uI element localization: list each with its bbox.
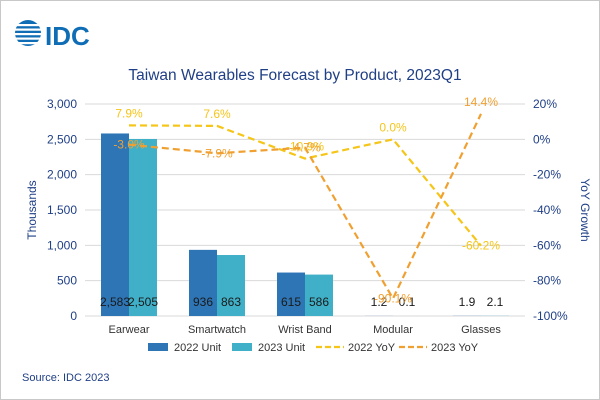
y2-tick-label: -80%: [533, 274, 561, 288]
x-tick-label: Earwear: [109, 324, 150, 336]
bar: [129, 138, 157, 316]
legend-swatch: [232, 343, 252, 351]
bar-value-label: 863: [221, 295, 241, 309]
bar: [277, 272, 305, 316]
axes: 0 500 1,000 1,500 2,000 2,500 3,000 -100% -80% -6…: [25, 97, 592, 336]
data-labels: 2,583 936 615 1.2 1.9 2,505 863 586 0.1 2.1 7.9% 7.…: [100, 95, 504, 309]
bar: [189, 249, 217, 316]
bar: [305, 274, 333, 316]
yoy-value-label: 14.4%: [464, 95, 498, 109]
bar-value-label: 615: [281, 295, 301, 309]
yoy-value-label: -3.0%: [113, 138, 145, 152]
yoy-value-label: 0.0%: [379, 120, 407, 134]
bars: [101, 133, 509, 316]
bar-value-label: 1.2: [371, 295, 388, 309]
logo-text: IDC: [45, 21, 90, 50]
y-tick-label: 2,000: [47, 168, 77, 182]
bar-value-label: 936: [193, 295, 213, 309]
y-tick-label: 2,500: [47, 132, 77, 146]
yoy-value-label: 7.9%: [115, 106, 143, 120]
y2-tick-label: 0%: [533, 132, 551, 146]
bar-value-label: 2,583: [100, 295, 130, 309]
bar-value-label: 2,505: [128, 295, 158, 309]
bar: [101, 133, 129, 316]
y2-tick-label: 20%: [533, 97, 557, 111]
legend-swatch: [148, 343, 168, 351]
yoy-value-label: -4.7%: [289, 141, 321, 155]
globe-icon: [15, 20, 41, 46]
y-axis-title: Thousands: [25, 180, 39, 239]
legend-label: 2023 YoY: [431, 342, 479, 354]
legend: 2022 Unit 2023 Unit 2022 YoY 2023 YoY: [148, 342, 479, 354]
bar-value-label: 586: [309, 295, 329, 309]
x-tick-label: Wrist Band: [278, 324, 332, 336]
y2-tick-label: -100%: [533, 309, 568, 323]
legend-label: 2023 Unit: [258, 342, 305, 354]
bar-value-label: 1.9: [459, 295, 476, 309]
idc-logo: IDC: [15, 20, 90, 50]
yoy-value-label: -60.2%: [462, 239, 500, 253]
y-tick-label: 500: [57, 274, 77, 288]
yoy-lines: [128, 113, 482, 301]
yoy-line: [128, 113, 482, 301]
y2-tick-label: -60%: [533, 238, 561, 252]
bar-value-label: 0.1: [399, 295, 416, 309]
x-tick-label: Smartwatch: [188, 324, 246, 336]
yoy-value-label: -10.9%: [286, 140, 324, 154]
yoy-line: [128, 124, 482, 247]
chart-title: Taiwan Wearables Forecast by Product, 20…: [128, 67, 461, 84]
y-tick-label: 0: [70, 309, 77, 323]
y2-axis-title: YoY Growth: [578, 178, 592, 241]
yoy-value-label: -7.9%: [201, 146, 233, 160]
yoy-value-label: 7.6%: [203, 107, 231, 121]
y-tick-label: 1,500: [47, 203, 77, 217]
bar-value-label: 2.1: [487, 295, 504, 309]
y2-tick-label: -40%: [533, 203, 561, 217]
legend-label: 2022 YoY: [348, 342, 396, 354]
legend-label: 2022 Unit: [174, 342, 221, 354]
y2-tick-label: -20%: [533, 168, 561, 182]
x-tick-label: Glasses: [461, 324, 501, 336]
y-tick-label: 3,000: [47, 97, 77, 111]
source-note: Source: IDC 2023: [22, 372, 109, 384]
bar: [217, 255, 245, 316]
yoy-value-label: -90.1%: [374, 292, 412, 306]
y-tick-label: 1,000: [47, 238, 77, 252]
x-tick-label: Modular: [373, 324, 413, 336]
